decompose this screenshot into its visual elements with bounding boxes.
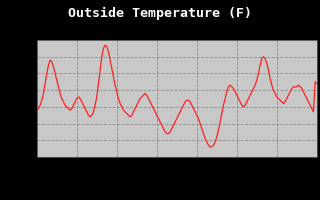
- Title: 2025: 2025: [165, 29, 188, 39]
- Text: Outside Temperature (F): Outside Temperature (F): [68, 6, 252, 20]
